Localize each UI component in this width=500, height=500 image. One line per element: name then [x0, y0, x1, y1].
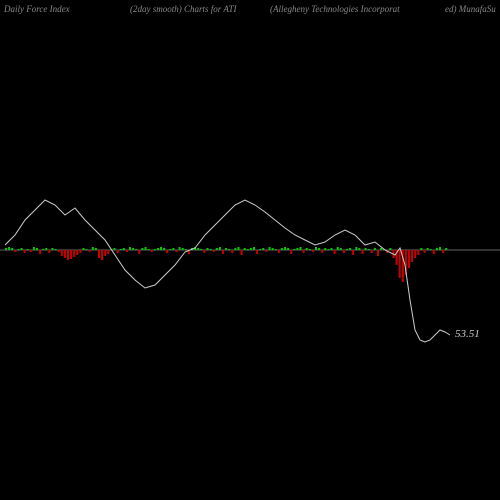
chart-header: Daily Force Index (2day smooth) Charts f… — [0, 0, 500, 20]
header-segment-3: (Allegheny Technologies Incorporat — [270, 2, 400, 16]
force-bars — [5, 247, 447, 282]
header-segment-2: (2day smooth) Charts for ATI — [130, 2, 237, 16]
force-index-chart — [0, 20, 500, 500]
header-segment-1: Daily Force Index — [4, 2, 70, 16]
header-segment-4: ed) MunafaSu — [445, 2, 496, 16]
price-line — [5, 200, 450, 342]
price-value-label: 53.51 — [455, 328, 480, 340]
